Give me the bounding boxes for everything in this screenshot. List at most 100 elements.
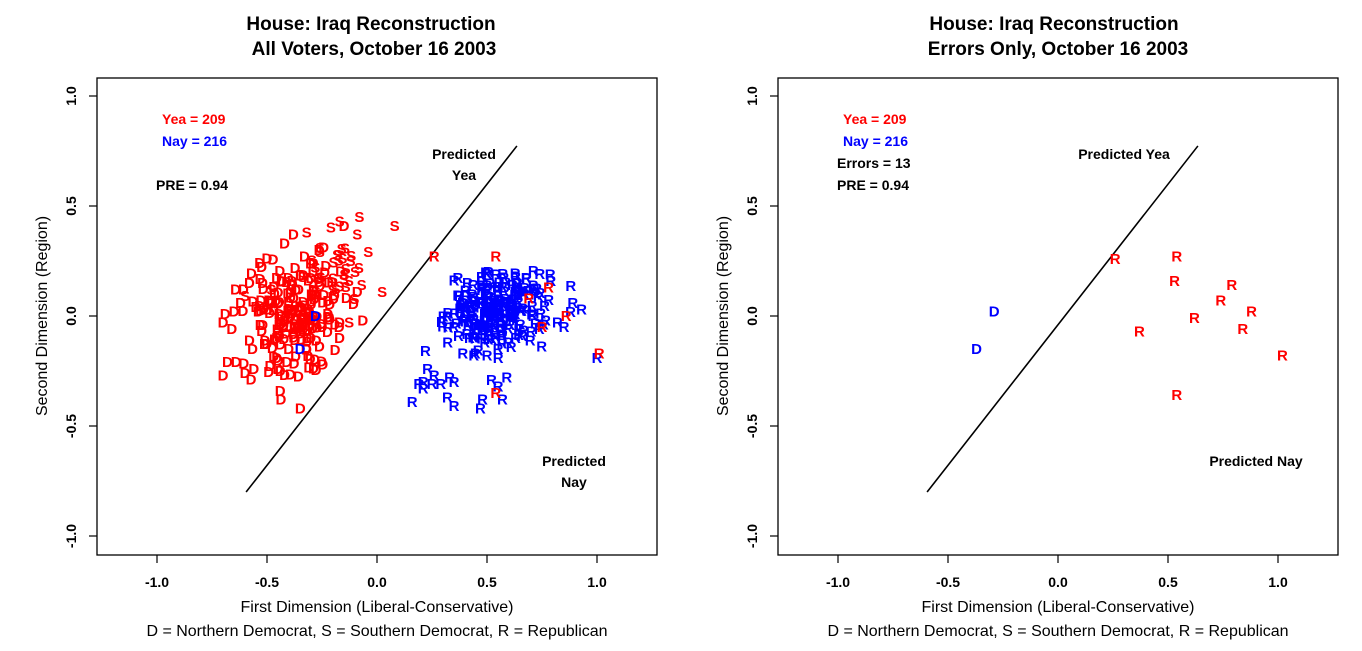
data-point-d: D [301,341,312,358]
data-point-r: R [455,304,466,321]
data-point-r: R [498,299,509,316]
data-point-d: D [274,311,285,328]
data-point-r: R [460,314,471,331]
data-point-d: D [296,300,307,317]
data-point-r: R [517,301,528,318]
data-point-d: D [301,341,312,358]
data-point-d: D [269,332,280,349]
data-point-r: R [418,381,429,398]
data-point-d: D [309,312,320,329]
data-point-r: R [565,278,576,295]
data-point-r: R [442,335,453,352]
data-point-r: R [489,320,500,337]
y-tick-label: 0.5 [63,196,79,216]
data-point-r: R [453,270,464,287]
data-point-d: D [311,332,322,349]
data-point-d: D [287,305,298,322]
data-point-d: D [256,323,267,340]
data-point-s: S [339,266,349,283]
data-point-d: D [307,321,318,338]
data-point-r: R [538,316,549,333]
data-point-d: D [276,273,287,290]
data-point-r: R [499,291,510,308]
data-point-r: R [483,331,494,348]
data-point-r: R [475,299,486,316]
data-point-r: R [493,296,504,313]
data-point-r: R [501,294,512,311]
data-point-r: R [492,293,503,310]
data-point-r: R [512,275,523,292]
data-point-r: R [539,298,550,315]
data-point-r: R [519,280,530,297]
data-point-d: D [258,281,269,298]
data-point-s: S [335,278,345,295]
data-point-r: R [545,273,556,290]
data-point-r: R [489,293,500,310]
data-point-r: R [1110,251,1121,268]
data-point-s: S [328,282,338,299]
data-point-r: R [490,309,501,326]
data-point-d: D [322,293,333,310]
data-point-d: D [308,284,319,301]
data-point-d: D [298,267,309,284]
x-tick-label: -1.0 [826,574,850,590]
data-point-d: D [275,392,286,409]
data-point-r: R [480,286,491,303]
data-point-r: R [513,293,524,310]
data-point-d: D [275,363,286,380]
predicted-nay-label-line1: Predicted [542,453,606,469]
data-point-r: R [494,305,505,322]
data-point-r: R [543,292,554,309]
data-point-d: D [263,302,274,319]
data-point-d: D [274,294,285,311]
data-point-d: D [339,218,350,235]
data-point-d: D [279,367,290,384]
data-point-r: R [508,291,519,308]
data-point-r: R [468,348,479,365]
data-point-r: R [1134,323,1145,340]
data-point-r: R [518,287,529,304]
y-tick-label: -1.0 [63,524,79,548]
data-point-r: R [497,326,508,343]
chart-title: House: Iraq Reconstruction [929,14,1178,35]
data-point-r: R [518,285,529,302]
data-point-d: D [284,301,295,318]
data-point-d: D [298,317,309,334]
data-point-r: R [488,307,499,324]
data-point-r: R [484,275,495,292]
data-point-d: D [284,319,295,336]
data-point-r: R [534,321,545,338]
data-point-r: R [497,329,508,346]
data-point-r: R [526,323,537,340]
data-point-d: D [289,320,300,337]
data-point-r: R [531,281,542,298]
data-point-r: R [517,283,528,300]
data-point-d: D [218,315,229,332]
data-point-r: R [528,277,539,294]
data-point-r: R [493,283,504,300]
data-point-d: D [295,320,306,337]
data-point-d: D [259,336,270,353]
data-point-d: D [295,311,306,328]
predicted-yea-label: Predicted Yea [1078,146,1170,162]
data-point-r: R [511,282,522,299]
data-point-s: S [307,252,317,269]
data-point-s: S [346,248,356,265]
data-point-r: R [470,331,481,348]
data-point-d: D [308,255,319,272]
data-point-d: D [310,287,321,304]
data-point-r: R [594,345,605,362]
data-point-r: R [513,327,524,344]
data-point-s: S [349,291,359,308]
data-point-r: R [513,321,524,338]
data-point-r: R [521,302,532,319]
data-point-r: R [535,305,546,322]
data-point-r: R [576,301,587,318]
data-point-d: D [288,302,299,319]
data-point-s: S [341,261,351,278]
data-point-d: D [309,352,320,369]
data-point-d: D [220,306,231,323]
data-point-r: R [494,310,505,327]
data-point-r: R [507,305,518,322]
data-point-d: D [309,291,320,308]
